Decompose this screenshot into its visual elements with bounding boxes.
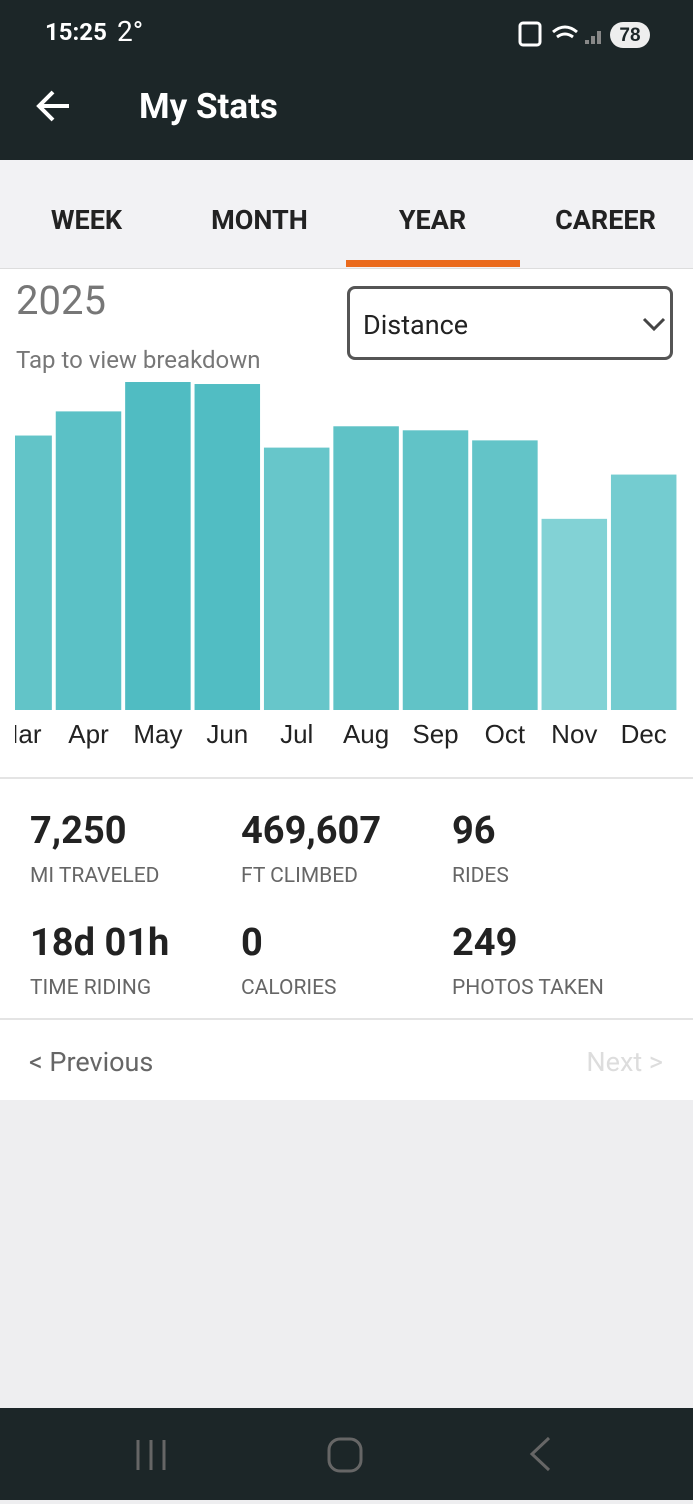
tab[interactable]: YEAR <box>398 204 467 236</box>
stat-label: RIDES <box>452 864 509 888</box>
x-tick-label: Jun <box>206 719 248 749</box>
x-tick-label: Aug <box>343 719 389 749</box>
stat-label: TIME RIDING <box>30 976 152 1000</box>
divider <box>0 1018 693 1020</box>
stat-value: 7,250 <box>30 809 127 853</box>
tab-indicator <box>346 260 520 267</box>
tab-bar: WEEK MONTH YEAR CAREER <box>0 160 693 269</box>
stat-value: 0 <box>241 921 263 965</box>
bar <box>15 435 52 710</box>
tab[interactable]: CAREER <box>555 204 656 236</box>
bar <box>541 518 608 710</box>
period-label: 2025 <box>16 277 106 324</box>
stat-label: CALORIES <box>241 976 337 1000</box>
x-tick-label: May <box>133 719 182 749</box>
status-icons: 78 <box>518 21 650 48</box>
bar <box>472 440 538 710</box>
x-tick-label: Mar <box>15 719 42 749</box>
stat-label: MI TRAVELED <box>30 864 160 888</box>
app-bar: 15:25 2° 78 My Stats <box>0 0 693 160</box>
next-button[interactable]: Next > <box>586 1046 663 1078</box>
bar <box>55 411 122 710</box>
bar <box>333 426 399 710</box>
x-tick-label: Apr <box>68 719 109 749</box>
bar <box>194 384 261 710</box>
screen-title: My Stats <box>139 86 278 127</box>
bar <box>402 430 469 710</box>
dropdown-arrow <box>642 317 666 332</box>
stat-label: PHOTOS TAKEN <box>452 976 604 1000</box>
x-tick-label: Oct <box>485 719 526 749</box>
stats-panel: 2025 Tap to view breakdown Distance Mar A… <box>0 269 693 1100</box>
x-tick-label: Dec <box>621 719 667 749</box>
dropdown-value: Distance <box>363 309 469 341</box>
stat-value: 249 <box>452 921 518 965</box>
bar <box>125 382 191 710</box>
x-tick-label: Jul <box>280 719 313 749</box>
stat-value: 18d 01h <box>30 921 170 965</box>
bar <box>263 447 330 710</box>
hint: Tap to view breakdown <box>16 346 261 374</box>
nav-icons <box>136 1436 551 1473</box>
system-nav <box>0 1408 693 1500</box>
back-button[interactable] <box>36 90 72 122</box>
x-tick-label: Sep <box>412 719 458 749</box>
stat-value: 469,607 <box>241 809 382 853</box>
status-time: 15:25 <box>45 18 107 46</box>
status-temperature: 2° <box>117 15 144 48</box>
battery-level: 78 <box>619 25 640 46</box>
stat-label: FT CLIMBED <box>241 864 358 888</box>
tab[interactable]: WEEK <box>50 204 123 236</box>
x-tick-label: Nov <box>551 719 597 749</box>
divider <box>0 777 693 779</box>
bar <box>610 474 677 710</box>
previous-button[interactable]: < Previous <box>29 1046 154 1078</box>
stat-value: 96 <box>452 809 496 853</box>
metric-dropdown[interactable]: Distance <box>347 286 673 360</box>
bar-chart[interactable]: Mar Apr May Jun Jul Aug Sep Oct Nov Dec <box>15 380 677 770</box>
tab[interactable]: MONTH <box>211 204 308 236</box>
